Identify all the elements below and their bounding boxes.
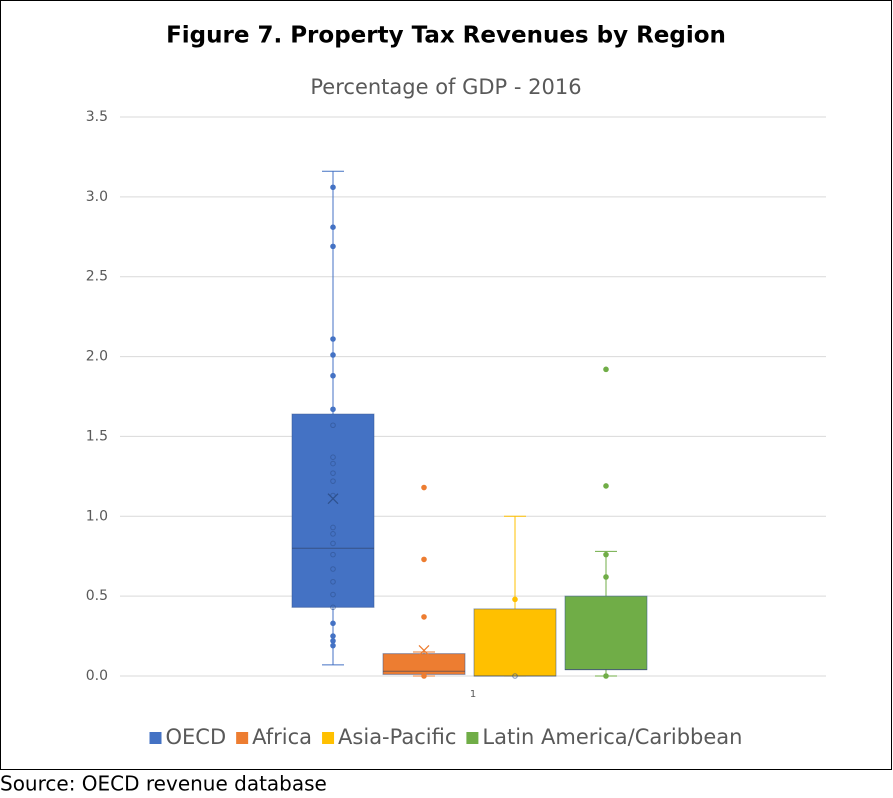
data-point: [330, 591, 336, 598]
y-tick-label: 2.0: [86, 349, 108, 365]
y-tick-label: 1.5: [86, 428, 108, 444]
legend-label: Asia-Pacific: [338, 725, 456, 749]
y-tick-label: 3.5: [86, 109, 108, 125]
y-tick-label: 0.0: [86, 668, 108, 684]
data-point: [330, 460, 336, 467]
data-point: [330, 336, 336, 342]
data-point: [421, 556, 427, 563]
mean-marker: [418, 644, 430, 656]
data-point: [603, 574, 609, 580]
chart-subtitle: Percentage of GDP - 2016: [310, 75, 581, 99]
legend-label: OECD: [166, 725, 227, 749]
data-point: [330, 470, 336, 476]
y-tick-label: 0.5: [86, 588, 108, 604]
data-point: [330, 540, 336, 547]
y-tick-label: 2.5: [86, 269, 108, 285]
legend-swatch: [466, 732, 479, 744]
data-point: [421, 614, 427, 620]
data-point: [330, 551, 336, 558]
data-point: [330, 620, 336, 627]
x-tick-label: 1: [470, 689, 476, 700]
data-point: [603, 551, 609, 558]
source-note: Source: OECD revenue database: [0, 772, 327, 796]
data-point: [603, 366, 609, 373]
data-point: [330, 524, 336, 531]
data-point: [512, 596, 518, 603]
data-point: [330, 578, 336, 585]
data-point: [330, 566, 336, 572]
data-point: [330, 642, 336, 649]
data-point: [330, 406, 336, 413]
y-tick-label: 1.0: [86, 508, 108, 524]
data-point: [330, 638, 336, 644]
chart-title: Figure 7. Property Tax Revenues by Regio…: [166, 23, 726, 49]
data-point: [330, 454, 336, 460]
box: [473, 608, 557, 677]
data-point: [330, 352, 336, 358]
data-point: [330, 372, 336, 379]
box: [564, 595, 648, 671]
mean-marker: [327, 493, 339, 505]
data-point: [512, 673, 518, 679]
data-point: [330, 478, 336, 484]
data-point: [330, 604, 336, 611]
data-point: [421, 673, 427, 679]
data-point: [603, 673, 609, 679]
chart-border: [0, 0, 892, 770]
legend-label: Latin America/Caribbean: [482, 725, 742, 749]
data-point: [603, 483, 609, 489]
legend-swatch: [322, 732, 335, 744]
data-point: [330, 633, 336, 639]
data-point: [330, 224, 336, 231]
legend-swatch: [149, 732, 162, 744]
y-tick-label: 3.0: [86, 189, 108, 205]
data-point: [330, 184, 336, 191]
data-point: [330, 531, 336, 537]
data-point: [330, 422, 336, 429]
data-point: [421, 484, 427, 491]
legend-swatch: [236, 732, 249, 744]
box: [291, 413, 375, 608]
legend-label: Africa: [252, 725, 312, 749]
data-point: [330, 243, 336, 250]
